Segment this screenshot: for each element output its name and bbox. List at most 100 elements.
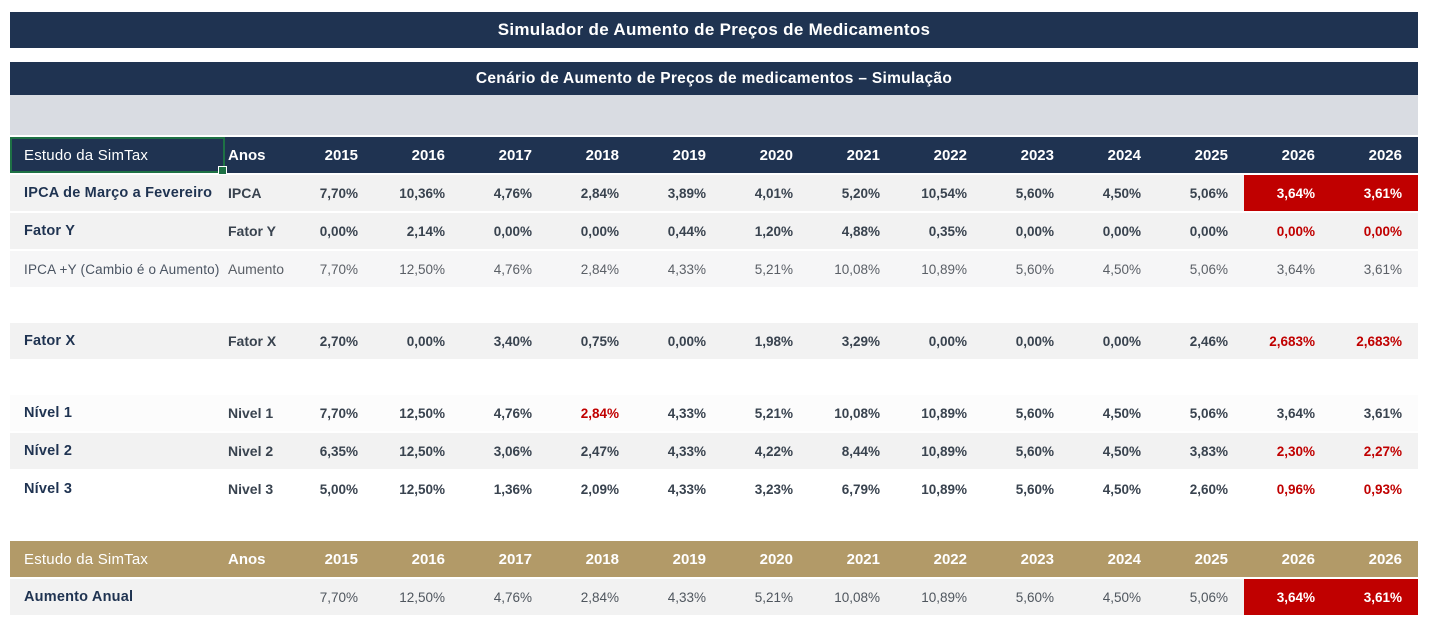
cell-fator-x-6[interactable]: 3,29% xyxy=(841,333,880,349)
cell-fator-y-0[interactable]: 0,00% xyxy=(319,223,358,239)
cell-nivel-2-9[interactable]: 4,50% xyxy=(1102,443,1141,459)
cell-nivel-1-6[interactable]: 10,08% xyxy=(834,405,880,421)
cell-ipca-5[interactable]: 4,01% xyxy=(754,185,793,201)
summary-header-row-year-cell-8[interactable]: 2023 xyxy=(1020,550,1054,568)
cell-nivel-2-4[interactable]: 4,33% xyxy=(667,443,706,459)
row-nivel-3-label[interactable]: Nível 3 xyxy=(24,481,73,497)
cell-aumento-anual-10[interactable]: 5,06% xyxy=(1189,589,1228,605)
cell-aumento-9[interactable]: 4,50% xyxy=(1102,261,1141,277)
cell-fator-x-8[interactable]: 0,00% xyxy=(1015,333,1054,349)
cell-nivel-2-5[interactable]: 4,22% xyxy=(754,443,793,459)
cell-ipca-6[interactable]: 5,20% xyxy=(841,185,880,201)
table-header-row-year-cell-9[interactable]: 2024 xyxy=(1107,146,1141,164)
cell-nivel-1-1[interactable]: 12,50% xyxy=(399,405,445,421)
cell-fator-x-2[interactable]: 3,40% xyxy=(493,333,532,349)
cell-fator-x-4[interactable]: 0,00% xyxy=(667,333,706,349)
row-fator-x-label[interactable]: Fator X xyxy=(24,333,76,349)
cell-nivel-3-0[interactable]: 5,00% xyxy=(319,481,358,497)
row-fator-y-key[interactable]: Fator Y xyxy=(228,223,276,239)
cell-fator-x-0[interactable]: 2,70% xyxy=(319,333,358,349)
cell-nivel-3-7[interactable]: 10,89% xyxy=(921,481,967,497)
cell-fator-y-3[interactable]: 0,00% xyxy=(580,223,619,239)
cell-fator-y-11[interactable]: 0,00% xyxy=(1276,223,1315,239)
row-aumento-label[interactable]: IPCA +Y (Cambio é o Aumento) xyxy=(24,261,220,277)
cell-fator-x-7[interactable]: 0,00% xyxy=(928,333,967,349)
summary-header-row-year-cell-0[interactable]: 2015 xyxy=(324,550,358,568)
table-header-row-year-cell-10[interactable]: 2025 xyxy=(1194,146,1228,164)
summary-anos-header-cell[interactable]: Anos xyxy=(228,550,266,568)
cell-fator-y-9[interactable]: 0,00% xyxy=(1102,223,1141,239)
cell-aumento-10[interactable]: 5,06% xyxy=(1189,261,1228,277)
cell-ipca-9[interactable]: 4,50% xyxy=(1102,185,1141,201)
cell-nivel-1-8[interactable]: 5,60% xyxy=(1015,405,1054,421)
cell-aumento-anual-2[interactable]: 4,76% xyxy=(493,589,532,605)
cell-aumento-12[interactable]: 3,61% xyxy=(1363,261,1402,277)
cell-fator-y-2[interactable]: 0,00% xyxy=(493,223,532,239)
row-nivel-1-label[interactable]: Nível 1 xyxy=(24,405,73,421)
summary-header-row-year-cell-2[interactable]: 2017 xyxy=(498,550,532,568)
cell-fator-y-4[interactable]: 0,44% xyxy=(667,223,706,239)
cell-aumento-anual-0[interactable]: 7,70% xyxy=(319,589,358,605)
table-header-row-year-cell-11[interactable]: 2026 xyxy=(1281,146,1315,164)
table-header-row-year-cell-6[interactable]: 2021 xyxy=(846,146,880,164)
cell-fator-x-1[interactable]: 0,00% xyxy=(406,333,445,349)
cell-fator-x-11[interactable]: 2,683% xyxy=(1269,333,1315,349)
cell-nivel-2-0[interactable]: 6,35% xyxy=(319,443,358,459)
cell-fator-y-5[interactable]: 1,20% xyxy=(754,223,793,239)
row-aumento-anual-label[interactable]: Aumento Anual xyxy=(24,589,134,605)
summary-header-row-year-cell-11[interactable]: 2026 xyxy=(1281,550,1315,568)
cell-aumento-5[interactable]: 5,21% xyxy=(754,261,793,277)
cell-fator-x-9[interactable]: 0,00% xyxy=(1102,333,1141,349)
cell-nivel-2-3[interactable]: 2,47% xyxy=(580,443,619,459)
cell-aumento-anual-4[interactable]: 4,33% xyxy=(667,589,706,605)
table-header-row-year-cell-12[interactable]: 2026 xyxy=(1368,146,1402,164)
cell-nivel-1-12[interactable]: 3,61% xyxy=(1363,405,1402,421)
cell-ipca-7[interactable]: 10,54% xyxy=(921,185,967,201)
cell-aumento-2[interactable]: 4,76% xyxy=(493,261,532,277)
cell-aumento-1[interactable]: 12,50% xyxy=(399,261,445,277)
row-aumento-key[interactable]: Aumento xyxy=(228,261,285,277)
cell-aumento-anual-1[interactable]: 12,50% xyxy=(399,589,445,605)
cell-nivel-1-5[interactable]: 5,21% xyxy=(754,405,793,421)
cell-fator-y-6[interactable]: 4,88% xyxy=(841,223,880,239)
summary-header-row-year-cell-12[interactable]: 2026 xyxy=(1368,550,1402,568)
cell-nivel-3-11[interactable]: 0,96% xyxy=(1276,481,1315,497)
cell-ipca-10[interactable]: 5,06% xyxy=(1189,185,1228,201)
cell-aumento-anual-6[interactable]: 10,08% xyxy=(834,589,880,605)
table-header-row-year-cell-3[interactable]: 2018 xyxy=(585,146,619,164)
cell-aumento-11[interactable]: 3,64% xyxy=(1276,261,1315,277)
cell-nivel-1-0[interactable]: 7,70% xyxy=(319,405,358,421)
cell-nivel-1-10[interactable]: 5,06% xyxy=(1189,405,1228,421)
cell-fator-y-8[interactable]: 0,00% xyxy=(1015,223,1054,239)
cell-aumento-anual-7[interactable]: 10,89% xyxy=(921,589,967,605)
cell-aumento-8[interactable]: 5,60% xyxy=(1015,261,1054,277)
cell-nivel-2-1[interactable]: 12,50% xyxy=(399,443,445,459)
cell-nivel-2-10[interactable]: 3,83% xyxy=(1189,443,1228,459)
cell-aumento-anual-3[interactable]: 2,84% xyxy=(580,589,619,605)
row-ipca-label[interactable]: IPCA de Março a Fevereiro xyxy=(24,185,213,201)
cell-aumento-anual-9[interactable]: 4,50% xyxy=(1102,589,1141,605)
summary-header-row-year-cell-5[interactable]: 2020 xyxy=(759,550,793,568)
row-ipca-key[interactable]: IPCA xyxy=(228,185,262,201)
row-nivel-1-key[interactable]: Nivel 1 xyxy=(228,405,274,421)
cell-aumento-anual-11[interactable]: 3,64% xyxy=(1244,579,1331,615)
summary-corner-cell[interactable]: Estudo da SimTax xyxy=(24,550,149,568)
summary-header-row-year-cell-9[interactable]: 2024 xyxy=(1107,550,1141,568)
cell-ipca-1[interactable]: 10,36% xyxy=(399,185,445,201)
cell-fator-y-10[interactable]: 0,00% xyxy=(1189,223,1228,239)
row-nivel-2-key[interactable]: Nivel 2 xyxy=(228,443,274,459)
cell-ipca-8[interactable]: 5,60% xyxy=(1015,185,1054,201)
anos-header-cell[interactable]: Anos xyxy=(228,146,266,164)
cell-fator-x-10[interactable]: 2,46% xyxy=(1189,333,1228,349)
cell-fator-x-5[interactable]: 1,98% xyxy=(754,333,793,349)
row-fator-y-label[interactable]: Fator Y xyxy=(24,223,76,239)
table-header-row-year-cell-8[interactable]: 2023 xyxy=(1020,146,1054,164)
cell-fator-y-12[interactable]: 0,00% xyxy=(1363,223,1402,239)
row-nivel-3-key[interactable]: Nivel 3 xyxy=(228,481,274,497)
cell-fator-y-7[interactable]: 0,35% xyxy=(928,223,967,239)
summary-header-row-year-cell-6[interactable]: 2021 xyxy=(846,550,880,568)
cell-ipca-4[interactable]: 3,89% xyxy=(667,185,706,201)
cell-nivel-2-6[interactable]: 8,44% xyxy=(841,443,880,459)
cell-aumento-6[interactable]: 10,08% xyxy=(834,261,880,277)
cell-aumento-3[interactable]: 2,84% xyxy=(580,261,619,277)
